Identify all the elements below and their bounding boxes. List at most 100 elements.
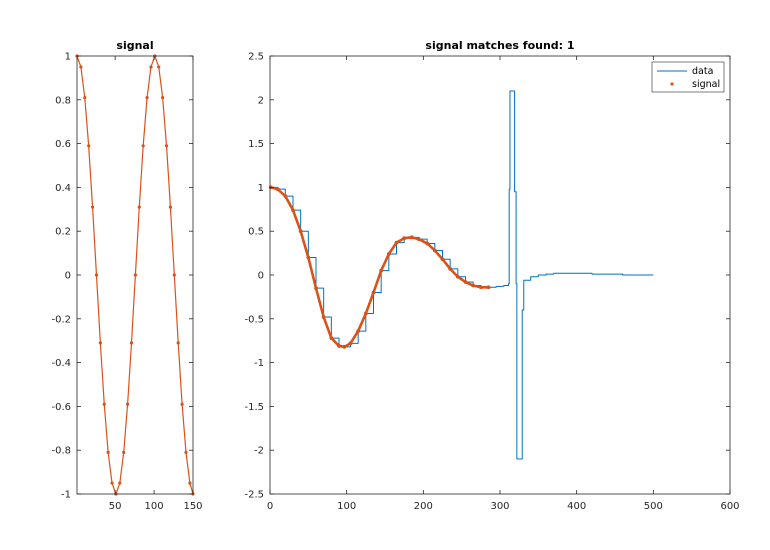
data-point-signal: [291, 208, 295, 213]
data-point-signal: [486, 285, 491, 290]
data-point-signal: [425, 241, 430, 246]
data-point-signal: [337, 344, 341, 348]
data-point-signal: [298, 229, 303, 234]
data-point-signal: [110, 481, 114, 485]
data-point-signal: [402, 236, 407, 241]
data-point-signal: [275, 187, 280, 192]
data-point-signal: [184, 450, 188, 454]
x-tick-label: 50: [109, 501, 122, 512]
data-point-signal: [157, 65, 161, 69]
data-point-signal: [432, 248, 437, 253]
y-tick-label: 2.5: [248, 52, 264, 63]
data-point-signal: [149, 65, 153, 69]
data-point-signal: [314, 286, 318, 291]
y-tick-label: 1: [258, 183, 264, 194]
data-point-signal: [168, 205, 173, 209]
data-point-signal: [145, 96, 149, 100]
data-point-signal: [329, 336, 334, 340]
data-point-signal: [90, 205, 95, 209]
y-tick-label: -0.5: [244, 314, 264, 325]
data-point-signal: [122, 450, 126, 454]
matches-chart: signal matches found: 1 -2.5 -2 -1.5 -1 -0.5…: [244, 39, 739, 512]
data-point-signal: [306, 255, 311, 260]
data-point-signal: [133, 273, 137, 277]
matches-chart-title: signal matches found: 1: [425, 39, 574, 52]
data-point-signal: [164, 144, 169, 148]
data-point-signal: [455, 274, 460, 279]
y-tick-label: 0.2: [55, 227, 71, 238]
y-tick-label: 0: [65, 271, 71, 282]
data-point-signal: [321, 315, 326, 319]
data-point-signal: [83, 96, 87, 100]
x-tick-label: 500: [644, 501, 663, 512]
x-tick-label: 100: [145, 501, 164, 512]
data-point-signal: [409, 235, 414, 240]
y-tick-label: -2.5: [244, 490, 264, 501]
data-point-signal: [141, 144, 145, 148]
y-tick-label: 2: [258, 95, 264, 106]
legend-signal-label: signal: [692, 79, 720, 90]
data-point-signal: [416, 237, 421, 241]
matches-chart-marks: [268, 90, 654, 460]
data-point-signal: [348, 341, 353, 346]
y-tick-label: -1: [61, 490, 71, 501]
data-point-signal: [176, 341, 180, 345]
data-point-signal: [98, 341, 102, 345]
y-tick-label: -2: [254, 446, 264, 457]
data-point-signal: [448, 266, 453, 271]
y-tick-label: 0.5: [248, 227, 264, 238]
data-point-signal: [471, 283, 476, 288]
data-point-signal: [440, 257, 445, 262]
data-point-signal: [188, 481, 192, 485]
y-tick-label: 0.8: [55, 95, 71, 106]
legend-signal-marker: [670, 82, 674, 86]
legend-data-label: data: [692, 66, 713, 77]
y-tick-label: -0.6: [51, 402, 71, 413]
data-point-signal: [106, 450, 110, 454]
legend: data signal: [651, 61, 725, 93]
data-point-signal: [87, 144, 91, 148]
data-point-signal: [379, 268, 384, 273]
y-tick-label: 0.6: [55, 139, 71, 150]
data-point-signal: [371, 290, 376, 295]
data-point-signal: [137, 205, 141, 209]
data-point-signal: [172, 273, 176, 277]
x-tick-label: 100: [337, 501, 356, 512]
y-tick-label: -1.5: [244, 402, 264, 413]
x-tick-label: 0: [267, 501, 273, 512]
y-tick-label: -0.2: [51, 314, 71, 325]
y-tick-label: -0.8: [51, 446, 71, 457]
signal-chart: signal -1-0.8-0.6-0.4-0.200.20.40.60.815…: [51, 39, 202, 512]
data-point-signal: [129, 341, 134, 345]
x-tick-label: 200: [414, 501, 433, 512]
y-tick-label: -0.4: [51, 358, 71, 369]
data-point-signal: [463, 280, 468, 284]
signal-chart-title: signal: [116, 39, 153, 52]
y-tick-label: -1: [254, 358, 264, 369]
x-tick-label: 150: [183, 501, 202, 512]
matches-chart-ticks: -2.5 -2 -1.5 -1 -0.5 0 0.5 1 1.5 2 2.5 0 100 200 300 40…: [244, 52, 739, 513]
data-point-signal: [363, 311, 368, 316]
y-tick-label: 0.4: [55, 183, 71, 194]
data-point-signal: [342, 344, 347, 349]
x-tick-label: 400: [567, 501, 586, 512]
data-point-signal: [478, 285, 483, 290]
data-point-signal: [161, 96, 165, 100]
data-point-signal: [126, 402, 130, 406]
data-point-signal: [356, 329, 361, 333]
data-point-signal: [102, 402, 106, 406]
data-point-signal: [283, 194, 288, 199]
data-point-signal: [94, 273, 99, 277]
legend-box: [651, 61, 725, 93]
data-point-signal: [180, 402, 184, 406]
x-tick-label: 600: [720, 501, 739, 512]
data-point-signal: [394, 240, 399, 245]
data-point-signal: [118, 481, 122, 485]
y-tick-label: 0: [258, 271, 264, 282]
data-point-signal: [386, 252, 391, 256]
data-point-signal: [79, 65, 83, 69]
y-tick-label: 1.5: [248, 139, 264, 150]
y-tick-label: 1: [65, 52, 71, 63]
